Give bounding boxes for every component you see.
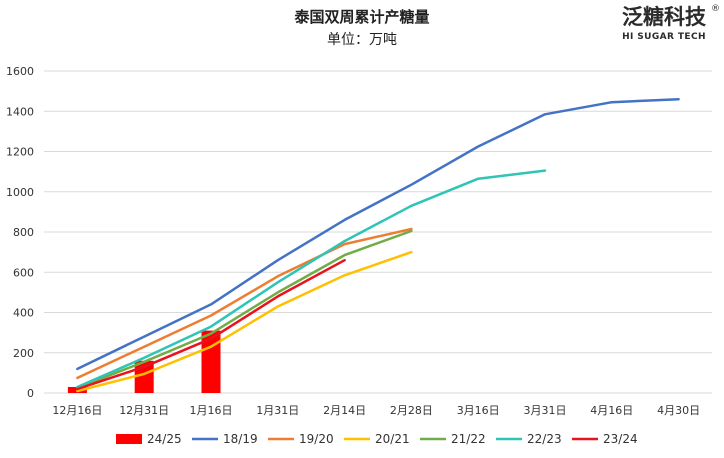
logo-registered-mark: ® [711,4,720,14]
y-tick-label: 400 [13,307,34,320]
y-tick-label: 0 [27,387,34,400]
series-line-22-23 [76,169,547,389]
x-tick-label: 2月28日 [390,404,433,417]
logo-tagline: HI SUGAR TECH [622,32,706,42]
series-line-21-22 [76,229,413,390]
y-tick-label: 1200 [6,146,34,159]
series-line-23-24 [76,258,346,391]
legend-label: 20/21 [375,432,410,446]
legend-label: 22/23 [527,432,562,446]
logo-name: 泛糖科技 [622,5,707,29]
chart-subtitle: 单位：万吨 [327,32,397,48]
y-tick-label: 1600 [6,65,34,78]
bar [201,330,221,393]
logo: 泛糖科技 ® HI SUGAR TECH [622,4,720,42]
legend-label: 18/19 [223,432,258,446]
legend-swatch [116,434,142,444]
y-tick-label: 1400 [6,105,34,118]
x-tick-label: 3月16日 [457,404,500,417]
legend-label: 19/20 [299,432,334,446]
series-line-18-19 [76,97,680,371]
series-line-20-21 [76,250,413,393]
series-line-19-20 [76,227,413,380]
x-tick-label: 4月30日 [657,404,700,417]
x-tick-label: 3月31日 [524,404,567,417]
x-tick-label: 1月16日 [190,404,233,417]
legend-label: 21/22 [451,432,486,446]
y-tick-label: 800 [13,226,34,239]
x-tick-label: 2月14日 [323,404,366,417]
x-tick-label: 12月31日 [119,404,169,417]
y-tick-label: 200 [13,347,34,360]
legend: 24/25 18/19 19/20 20/21 21/22 22/23 23/24 [116,432,638,446]
chart-title: 泰国双周累计产糖量 [293,8,429,26]
y-tick-label: 1000 [6,186,34,199]
y-tick-label: 600 [13,266,34,279]
x-tick-label: 4月16日 [590,404,633,417]
gridlines [44,70,712,394]
y-axis-ticks: 0 200 400 600 800 1000 1200 1400 1600 [6,65,34,400]
x-tick-label: 12月16日 [52,404,102,417]
line-series [76,97,680,393]
x-axis-ticks: 12月16日 12月31日 1月16日 1月31日 2月14日 2月28日 3月16日 3月3… [52,404,700,417]
legend-label: 24/25 [147,432,182,446]
legend-label: 23/24 [603,432,638,446]
x-tick-label: 1月31日 [256,404,299,417]
